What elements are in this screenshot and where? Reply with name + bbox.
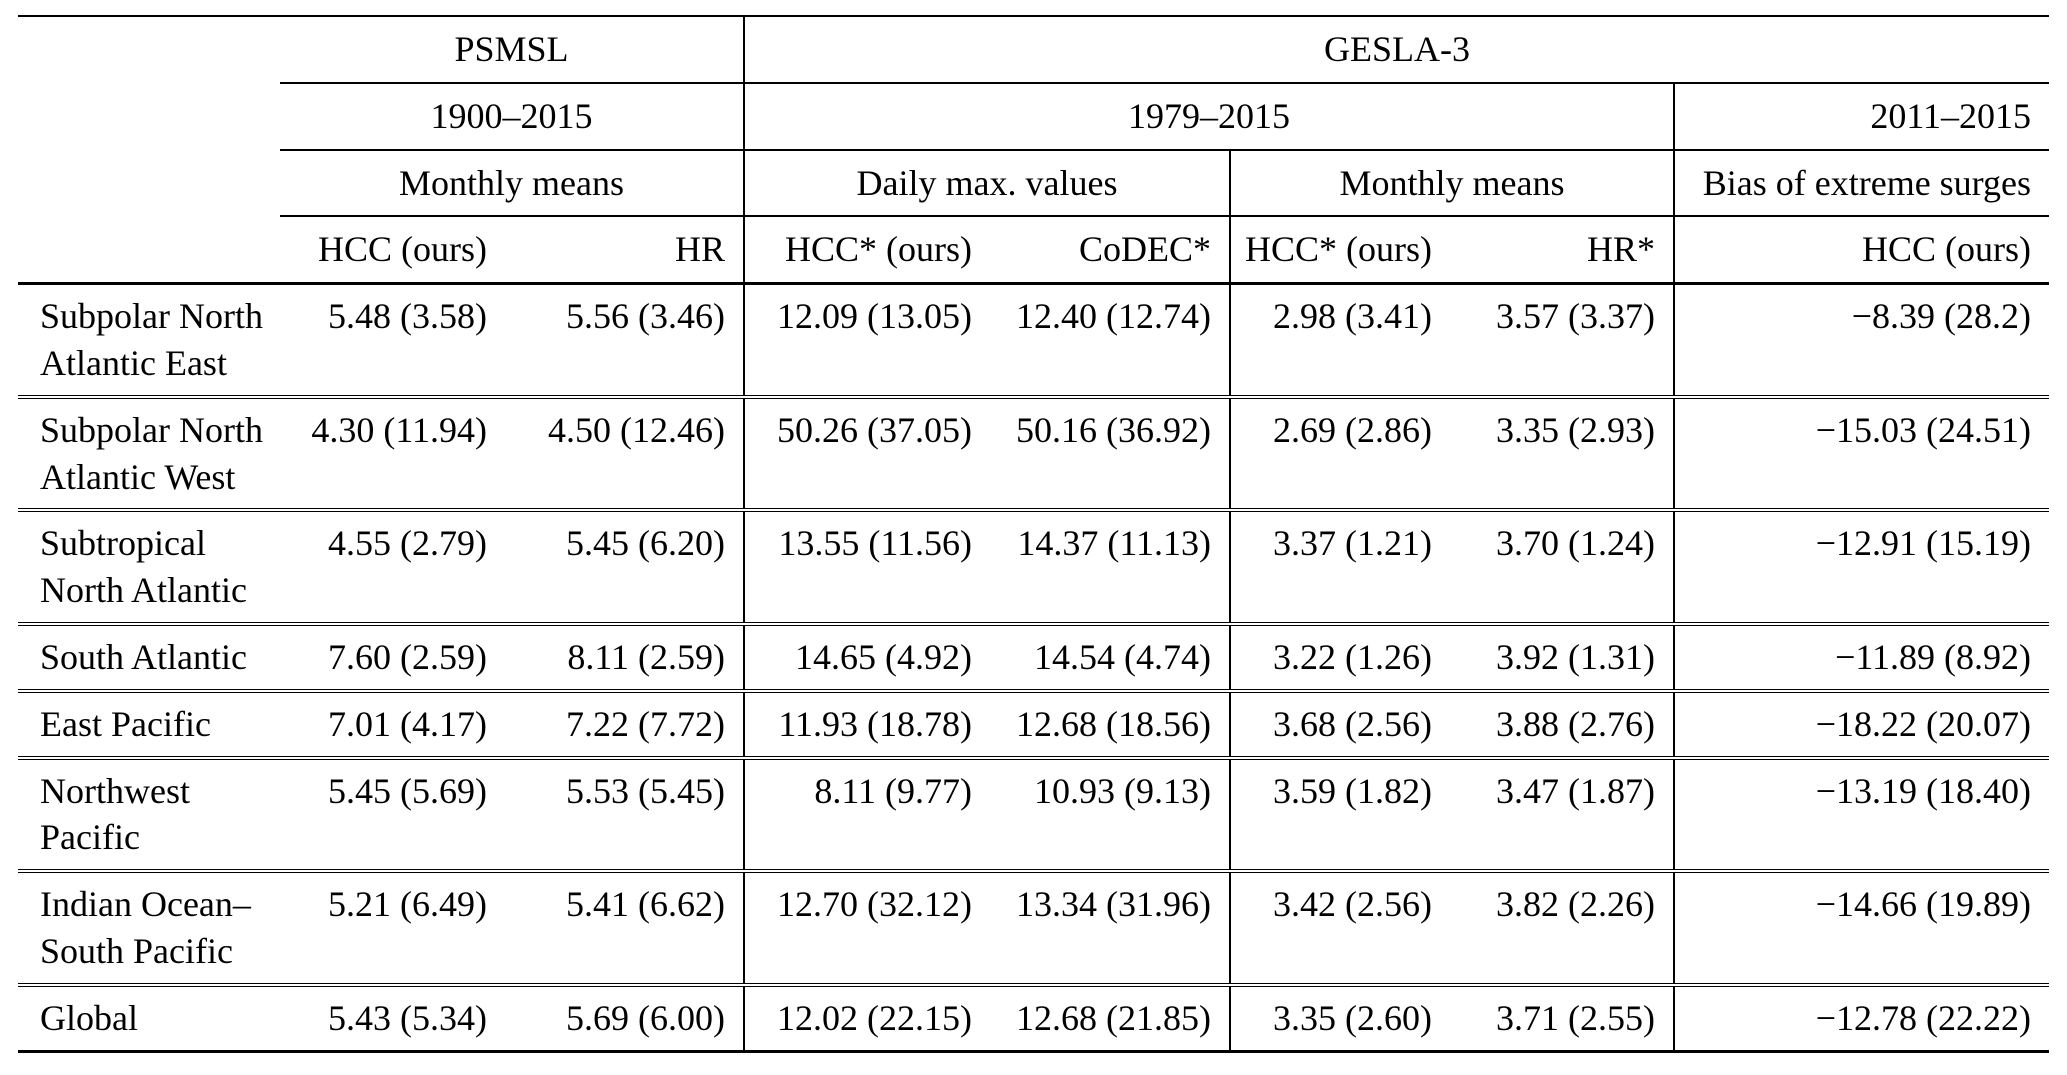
header-dataset-gesla3: GESLA-3 — [743, 15, 2050, 84]
header-period-1900-2015: 1900–2015 — [280, 82, 745, 151]
value-cell: 12.70 (32.12) — [743, 869, 991, 985]
value-cell: 12.68 (21.85) — [990, 982, 1231, 1053]
header-method-hr-psmsl: HR — [505, 216, 745, 286]
value-cell: 8.11 (2.59) — [505, 621, 745, 691]
header-measure-bias-extreme-surges: Bias of extreme surges — [1673, 149, 2050, 218]
value-cell: 5.21 (6.49) — [280, 869, 505, 985]
value-cell: 7.01 (4.17) — [280, 688, 505, 758]
value-cell: 4.50 (12.46) — [505, 394, 745, 511]
header-spacer — [18, 15, 280, 83]
value-cell: 13.34 (31.96) — [990, 869, 1231, 985]
region-label: South Atlantic — [18, 621, 280, 691]
region-label: Indian Ocean–South Pacific — [18, 869, 280, 985]
header-row-periods: 1900–2015 1979–2015 2011–2015 — [18, 82, 2050, 151]
value-cell: 4.55 (2.79) — [280, 508, 505, 624]
value-cell: −18.22 (20.07) — [1673, 688, 2050, 758]
header-period-2011-2015: 2011–2015 — [1673, 82, 2050, 151]
table-row: East Pacific 7.01 (4.17) 7.22 (7.72) 11.… — [18, 688, 2050, 758]
table-row: Indian Ocean–South Pacific 5.21 (6.49) 5… — [18, 869, 2050, 985]
header-spacer — [18, 150, 280, 217]
header-measure-monthly-means-gesla: Monthly means — [1229, 149, 1675, 218]
header-spacer — [18, 216, 280, 286]
value-cell: −8.39 (28.2) — [1673, 283, 2050, 397]
value-cell: 5.69 (6.00) — [505, 982, 745, 1053]
value-cell: 7.22 (7.72) — [505, 688, 745, 758]
value-cell: 7.60 (2.59) — [280, 621, 505, 691]
value-cell: 3.37 (1.21) — [1229, 508, 1451, 624]
value-cell: 3.92 (1.31) — [1450, 621, 1675, 691]
value-cell: 5.45 (5.69) — [280, 755, 505, 872]
header-row-measures: Monthly means Daily max. values Monthly … — [18, 149, 2050, 218]
header-method-hcc-psmsl: HCC (ours) — [280, 216, 505, 286]
value-cell: −12.78 (22.22) — [1673, 982, 2050, 1053]
value-cell: 3.88 (2.76) — [1450, 688, 1675, 758]
value-cell: 3.59 (1.82) — [1229, 755, 1451, 872]
header-method-hcc-bias: HCC (ours) — [1673, 216, 2050, 286]
header-method-codec: CoDEC* — [990, 216, 1231, 286]
value-cell: 5.45 (6.20) — [505, 508, 745, 624]
header-period-1979-2015: 1979–2015 — [743, 82, 1675, 151]
table-body: Subpolar North Atlantic East 5.48 (3.58)… — [18, 283, 2050, 1053]
value-cell: 12.09 (13.05) — [743, 283, 991, 397]
value-cell: 3.47 (1.87) — [1450, 755, 1675, 872]
region-label: East Pacific — [18, 688, 280, 758]
header-dataset-psmsl: PSMSL — [280, 15, 745, 84]
value-cell: 3.42 (2.56) — [1229, 869, 1451, 985]
table-row: Northwest Pacific 5.45 (5.69) 5.53 (5.45… — [18, 755, 2050, 872]
value-cell: 3.82 (2.26) — [1450, 869, 1675, 985]
value-cell: −15.03 (24.51) — [1673, 394, 2050, 511]
value-cell: 3.22 (1.26) — [1229, 621, 1451, 691]
table-header: PSMSL GESLA-3 1900–2015 1979–2015 2011–2… — [18, 15, 2050, 286]
table-row: Subtropical North Atlantic 4.55 (2.79) 5… — [18, 508, 2050, 624]
value-cell: 3.35 (2.60) — [1229, 982, 1451, 1053]
value-cell: 2.69 (2.86) — [1229, 394, 1451, 511]
region-label: Northwest Pacific — [18, 755, 280, 872]
value-cell: −14.66 (19.89) — [1673, 869, 2050, 985]
value-cell: 3.35 (2.93) — [1450, 394, 1675, 511]
value-cell: 50.26 (37.05) — [743, 394, 991, 511]
value-cell: 13.55 (11.56) — [743, 508, 991, 624]
region-label: Subpolar North Atlantic West — [18, 394, 280, 511]
value-cell: 3.71 (2.55) — [1450, 982, 1675, 1053]
value-cell: −13.19 (18.40) — [1673, 755, 2050, 872]
value-cell: 4.30 (11.94) — [280, 394, 505, 511]
table-row: Global 5.43 (5.34) 5.69 (6.00) 12.02 (22… — [18, 982, 2050, 1053]
value-cell: 14.37 (11.13) — [990, 508, 1231, 624]
value-cell: 12.40 (12.74) — [1016, 296, 1212, 337]
value-cell: 11.93 (18.78) — [743, 688, 991, 758]
region-label: Subpolar North Atlantic East — [40, 296, 263, 383]
value-cell: −11.89 (8.92) — [1673, 621, 2050, 691]
value-cell: 5.56 (3.46) — [566, 296, 726, 337]
value-cell: 8.11 (9.77) — [743, 755, 991, 872]
value-cell: 12.68 (18.56) — [990, 688, 1231, 758]
value-cell: 5.41 (6.62) — [505, 869, 745, 985]
value-cell: 14.65 (4.92) — [743, 621, 991, 691]
table-row: Subpolar North Atlantic West 4.30 (11.94… — [18, 394, 2050, 511]
header-row-methods: HCC (ours) HR HCC* (ours) CoDEC* HCC* (o… — [18, 216, 2050, 286]
value-cell: −12.91 (15.19) — [1673, 508, 2050, 624]
header-row-datasets: PSMSL GESLA-3 — [18, 15, 2050, 84]
region-label: Subtropical North Atlantic — [18, 508, 280, 624]
header-measure-monthly-means-psmsl: Monthly means — [280, 149, 745, 218]
table-row: South Atlantic 7.60 (2.59) 8.11 (2.59) 1… — [18, 621, 2050, 691]
header-method-hcc-monthly: HCC* (ours) — [1229, 216, 1451, 286]
value-cell: 50.16 (36.92) — [990, 394, 1231, 511]
header-spacer — [18, 83, 280, 150]
value-cell: 3.57 (3.37) — [1496, 296, 1656, 337]
value-cell: 14.54 (4.74) — [990, 621, 1231, 691]
header-method-hcc-daily: HCC* (ours) — [743, 216, 991, 286]
value-cell: 5.48 (3.58) — [328, 296, 487, 337]
value-cell: 3.70 (1.24) — [1450, 508, 1675, 624]
value-cell: 10.93 (9.13) — [990, 755, 1231, 872]
table-row: Subpolar North Atlantic East 5.48 (3.58)… — [18, 283, 2050, 397]
value-cell: 2.98 (3.41) — [1229, 283, 1451, 397]
value-cell: 5.53 (5.45) — [505, 755, 745, 872]
header-method-hr-monthly: HR* — [1450, 216, 1675, 286]
results-table: PSMSL GESLA-3 1900–2015 1979–2015 2011–2… — [18, 15, 2050, 1053]
value-cell: 3.68 (2.56) — [1229, 688, 1451, 758]
header-measure-daily-max-values: Daily max. values — [743, 149, 1231, 218]
value-cell: 12.02 (22.15) — [743, 982, 991, 1053]
value-cell: 5.43 (5.34) — [280, 982, 505, 1053]
region-label: Global — [18, 982, 280, 1053]
